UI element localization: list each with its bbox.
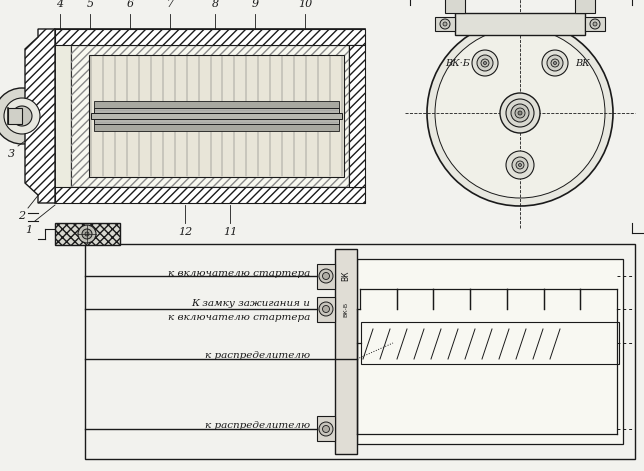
Bar bbox=[317, 264, 335, 289]
Circle shape bbox=[477, 55, 493, 71]
Bar bbox=[575, 0, 595, 13]
Bar bbox=[317, 297, 335, 322]
Text: 1: 1 bbox=[25, 225, 32, 235]
Text: 11: 11 bbox=[223, 227, 237, 237]
Circle shape bbox=[12, 106, 32, 126]
Text: 6: 6 bbox=[126, 0, 133, 9]
Bar bbox=[55, 223, 120, 245]
Circle shape bbox=[500, 93, 540, 133]
Polygon shape bbox=[25, 29, 55, 203]
Circle shape bbox=[0, 88, 50, 144]
Bar bbox=[435, 17, 455, 31]
Text: К замку зажигания и: К замку зажигания и bbox=[191, 299, 310, 308]
Text: ВК: ВК bbox=[341, 271, 350, 281]
Text: 10: 10 bbox=[298, 0, 312, 9]
Circle shape bbox=[323, 306, 330, 312]
Circle shape bbox=[323, 273, 330, 279]
Circle shape bbox=[435, 28, 605, 198]
Text: 5: 5 bbox=[86, 0, 93, 9]
Bar bbox=[71, 45, 349, 187]
Circle shape bbox=[424, 17, 616, 209]
Text: 7: 7 bbox=[166, 0, 174, 9]
Circle shape bbox=[515, 108, 525, 118]
Bar bbox=[89, 55, 344, 177]
Circle shape bbox=[590, 19, 600, 29]
Circle shape bbox=[553, 62, 556, 65]
Circle shape bbox=[506, 99, 534, 127]
Text: 12: 12 bbox=[178, 227, 192, 237]
Text: 4: 4 bbox=[57, 0, 64, 9]
Bar bbox=[94, 124, 339, 131]
Circle shape bbox=[518, 111, 522, 115]
Text: к включателю стартера: к включателю стартера bbox=[167, 312, 310, 322]
Circle shape bbox=[481, 59, 489, 67]
Circle shape bbox=[484, 62, 486, 65]
Circle shape bbox=[506, 151, 534, 179]
Text: к включателю стартера: к включателю стартера bbox=[167, 268, 310, 277]
Text: к распределителю: к распределителю bbox=[205, 351, 310, 360]
Bar bbox=[94, 101, 339, 108]
Text: ВК-Б: ВК-Б bbox=[343, 301, 348, 317]
Circle shape bbox=[511, 104, 529, 122]
Circle shape bbox=[319, 302, 333, 316]
Circle shape bbox=[323, 425, 330, 432]
Circle shape bbox=[78, 225, 96, 243]
Circle shape bbox=[4, 98, 40, 134]
Bar bbox=[585, 17, 605, 31]
Circle shape bbox=[551, 59, 559, 67]
Bar bbox=[94, 108, 339, 124]
Text: 9: 9 bbox=[251, 0, 258, 9]
Text: 3: 3 bbox=[8, 149, 15, 159]
Bar bbox=[335, 249, 357, 454]
Text: 2: 2 bbox=[18, 211, 25, 221]
Text: ВК: ВК bbox=[574, 58, 589, 67]
Text: к распределителю: к распределителю bbox=[205, 422, 310, 430]
Bar bbox=[71, 45, 349, 187]
Circle shape bbox=[319, 422, 333, 436]
Bar bbox=[357, 259, 623, 444]
Bar bbox=[85, 244, 635, 459]
Bar bbox=[91, 113, 342, 119]
Circle shape bbox=[547, 55, 563, 71]
Circle shape bbox=[85, 232, 89, 236]
Circle shape bbox=[518, 163, 522, 167]
Text: ВК·Б: ВК·Б bbox=[446, 58, 470, 67]
Circle shape bbox=[542, 50, 568, 76]
Circle shape bbox=[443, 22, 447, 26]
Circle shape bbox=[319, 269, 333, 283]
Bar bbox=[349, 45, 365, 187]
Circle shape bbox=[82, 229, 92, 239]
Circle shape bbox=[472, 50, 498, 76]
Circle shape bbox=[593, 22, 597, 26]
Circle shape bbox=[427, 20, 613, 206]
Bar bbox=[55, 29, 365, 45]
Bar bbox=[317, 416, 335, 441]
Bar bbox=[361, 322, 619, 364]
Circle shape bbox=[440, 19, 450, 29]
Bar bbox=[55, 187, 365, 203]
Circle shape bbox=[512, 157, 528, 173]
Bar bbox=[455, 13, 585, 35]
Bar bbox=[445, 0, 465, 13]
Circle shape bbox=[516, 161, 524, 169]
Bar bbox=[8, 108, 22, 124]
Bar bbox=[55, 29, 365, 203]
Text: 8: 8 bbox=[211, 0, 218, 9]
